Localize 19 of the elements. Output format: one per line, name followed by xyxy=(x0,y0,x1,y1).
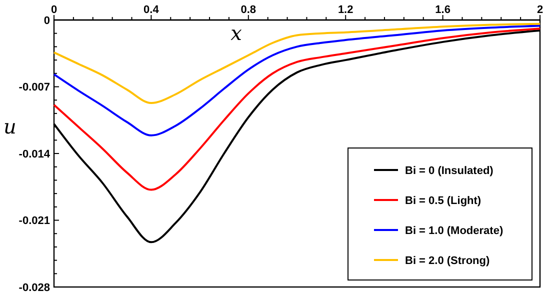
line-series xyxy=(53,22,541,104)
y-tick-label: -0.007 xyxy=(18,82,50,94)
legend-label: Bi = 2.0 (Strong) xyxy=(405,254,490,267)
y-tick-label: -0.014 xyxy=(18,148,51,160)
line-series xyxy=(53,28,541,191)
y-tick-label: -0.021 xyxy=(18,215,50,228)
legend-label: Bi = 1.0 (Moderate) xyxy=(405,224,504,237)
x-tick-label: 2 xyxy=(536,4,544,16)
line-series xyxy=(53,24,541,136)
x-tick-label: 0.8 xyxy=(240,4,256,16)
x-tick-label: 1.6 xyxy=(435,4,450,16)
legend-label: Bi = 0.5 (Light) xyxy=(405,194,482,207)
x-axis-title: x xyxy=(230,21,242,45)
y-tick-label: 0 xyxy=(44,14,50,27)
y-axis-title: u xyxy=(4,114,16,138)
x-tick-label: 0.4 xyxy=(144,4,160,16)
y-tick-label: -0.028 xyxy=(18,282,50,294)
x-tick-label: 1.2 xyxy=(338,4,354,16)
legend-label: Bi = 0 (Insulated) xyxy=(405,164,494,177)
